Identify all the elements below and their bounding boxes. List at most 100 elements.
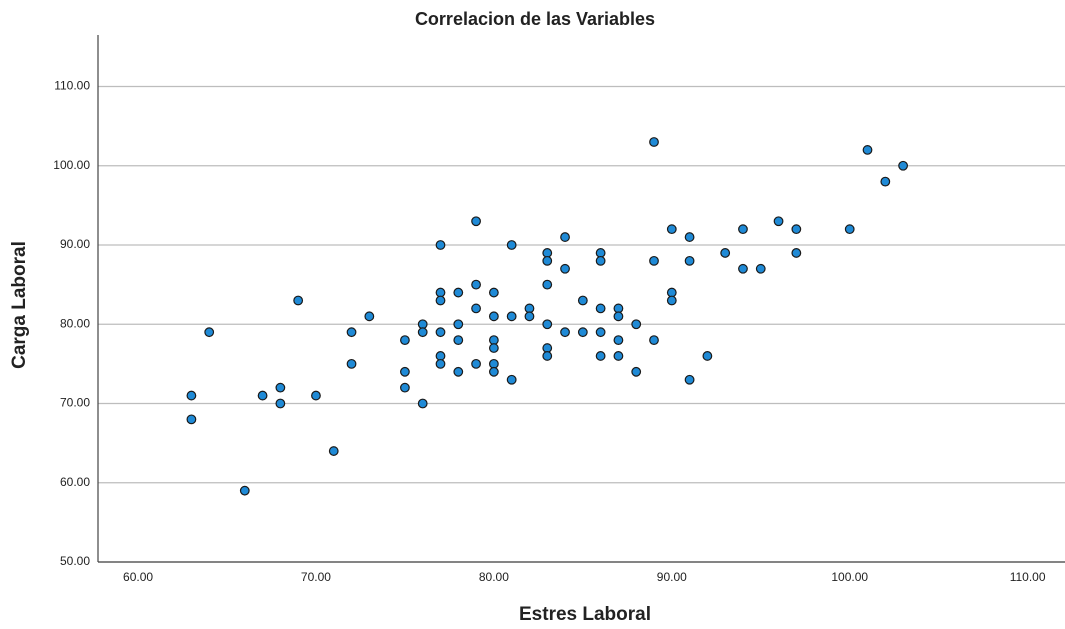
x-axis-title: Estres Laboral bbox=[519, 604, 651, 625]
x-tick-label: 70.00 bbox=[301, 570, 331, 584]
point bbox=[791, 248, 802, 258]
point bbox=[542, 351, 553, 361]
point bbox=[649, 255, 659, 266]
x-tick-label: 90.00 bbox=[657, 570, 687, 584]
point bbox=[684, 374, 695, 385]
point bbox=[346, 358, 357, 369]
point bbox=[239, 485, 250, 496]
point bbox=[613, 335, 624, 346]
point bbox=[755, 263, 766, 274]
point bbox=[400, 382, 410, 393]
point bbox=[488, 343, 499, 353]
y-tick-label: 90.00 bbox=[60, 237, 90, 251]
point bbox=[257, 390, 268, 401]
point bbox=[275, 398, 286, 409]
point bbox=[471, 216, 481, 227]
x-tick-label: 80.00 bbox=[479, 570, 509, 584]
point bbox=[364, 311, 375, 322]
point bbox=[311, 390, 321, 401]
point bbox=[488, 335, 499, 346]
point bbox=[506, 311, 517, 322]
point bbox=[631, 319, 642, 330]
point bbox=[328, 446, 339, 456]
point bbox=[453, 335, 464, 346]
point bbox=[204, 327, 215, 338]
point bbox=[453, 366, 464, 377]
point bbox=[738, 224, 748, 235]
point bbox=[595, 327, 606, 338]
point bbox=[400, 335, 410, 346]
y-tick-label: 50.00 bbox=[60, 554, 90, 568]
point bbox=[649, 335, 659, 346]
point bbox=[435, 295, 446, 306]
point bbox=[435, 240, 446, 250]
point bbox=[684, 255, 695, 266]
point bbox=[862, 145, 873, 155]
point bbox=[400, 366, 410, 377]
point bbox=[613, 351, 624, 361]
chart-title: Correlacion de las Variables bbox=[415, 9, 655, 29]
point bbox=[435, 351, 446, 361]
y-axis-title: Carga Laboral bbox=[9, 241, 30, 369]
point bbox=[666, 295, 677, 306]
point bbox=[560, 327, 570, 338]
point bbox=[595, 248, 606, 258]
point bbox=[471, 358, 481, 369]
point bbox=[346, 327, 357, 338]
point bbox=[275, 382, 286, 393]
point bbox=[595, 255, 606, 266]
point bbox=[595, 351, 606, 361]
point bbox=[435, 358, 446, 369]
point bbox=[453, 287, 464, 298]
point bbox=[506, 240, 517, 250]
point bbox=[488, 287, 499, 298]
y-tick-label: 100.00 bbox=[53, 158, 90, 172]
point bbox=[577, 327, 588, 338]
point bbox=[666, 224, 677, 235]
point bbox=[773, 216, 784, 227]
point bbox=[649, 137, 659, 147]
point bbox=[293, 295, 304, 306]
point bbox=[524, 311, 535, 322]
x-tick-label: 100.00 bbox=[831, 570, 868, 584]
point bbox=[542, 248, 553, 258]
point bbox=[631, 366, 642, 377]
point bbox=[417, 319, 428, 330]
point bbox=[684, 232, 695, 242]
point bbox=[488, 366, 499, 377]
point bbox=[880, 176, 891, 187]
y-tick-label: 70.00 bbox=[60, 396, 90, 410]
point bbox=[435, 287, 446, 298]
point bbox=[595, 303, 606, 314]
point bbox=[542, 319, 553, 330]
point bbox=[542, 279, 553, 290]
x-tick-label: 60.00 bbox=[123, 570, 153, 584]
point bbox=[720, 248, 731, 258]
y-tick-label: 80.00 bbox=[60, 316, 90, 330]
point bbox=[791, 224, 802, 235]
point bbox=[417, 327, 428, 338]
point bbox=[844, 224, 855, 235]
x-tick-label: 110.00 bbox=[1010, 570, 1046, 584]
point bbox=[560, 232, 570, 242]
point bbox=[435, 327, 446, 338]
point bbox=[488, 358, 499, 369]
point bbox=[417, 398, 428, 409]
point bbox=[613, 303, 624, 314]
point bbox=[542, 255, 553, 266]
point bbox=[506, 374, 517, 385]
point bbox=[471, 303, 481, 314]
point bbox=[613, 311, 624, 322]
point bbox=[542, 343, 553, 353]
point bbox=[453, 319, 464, 330]
y-tick-label: 60.00 bbox=[60, 475, 90, 489]
point bbox=[488, 311, 499, 322]
y-tick-label: 110.00 bbox=[54, 79, 90, 93]
point bbox=[666, 287, 677, 298]
point bbox=[186, 414, 197, 425]
point bbox=[898, 160, 908, 171]
point bbox=[702, 351, 713, 361]
point bbox=[471, 279, 481, 290]
